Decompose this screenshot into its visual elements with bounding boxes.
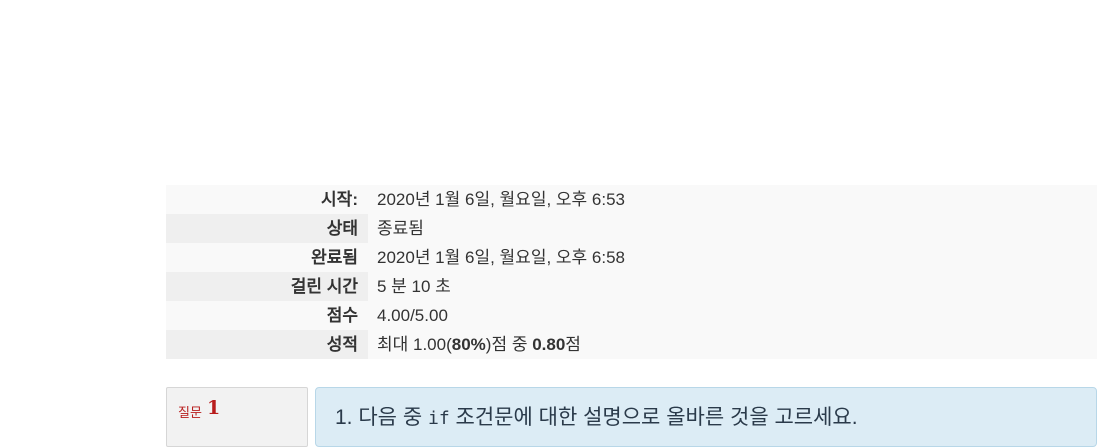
summary-value-completed: 2020년 1월 6일, 월요일, 오후 6:58: [368, 243, 1097, 272]
question-text-prefix: 1. 다음 중: [335, 406, 428, 429]
grade-percent: 80%: [451, 335, 486, 354]
quiz-summary-table: 시작: 2020년 1월 6일, 월요일, 오후 6:53 상태 종료됨 완료됨…: [166, 185, 1097, 359]
summary-label-time-taken: 걸린 시간: [166, 272, 368, 301]
summary-row-started: 시작: 2020년 1월 6일, 월요일, 오후 6:53: [166, 185, 1097, 214]
summary-value-marks: 4.00/5.00: [368, 301, 1097, 330]
summary-row-marks: 점수 4.00/5.00: [166, 301, 1097, 330]
summary-row-state: 상태 종료됨: [166, 214, 1097, 243]
summary-label-started: 시작:: [166, 185, 368, 214]
summary-value-started: 2020년 1월 6일, 월요일, 오후 6:53: [368, 185, 1097, 214]
summary-value-state: 종료됨: [368, 214, 1097, 243]
summary-label-grade: 성적: [166, 330, 368, 359]
summary-label-marks: 점수: [166, 301, 368, 330]
question-content-box: 1. 다음 중 if 조건문에 대한 설명으로 올바른 것을 고르세요.: [315, 387, 1097, 447]
summary-value-grade: 최대 1.00(80%)점 중 0.80점: [368, 330, 1097, 359]
grade-mid: )점 중: [485, 335, 533, 354]
summary-label-state: 상태: [166, 214, 368, 243]
question-number: 1: [207, 397, 221, 419]
summary-row-completed: 완료됨 2020년 1월 6일, 월요일, 오후 6:58: [166, 243, 1097, 272]
question-text: 1. 다음 중 if 조건문에 대한 설명으로 올바른 것을 고르세요.: [335, 401, 858, 431]
question-label: 질문: [178, 405, 202, 420]
summary-row-grade: 성적 최대 1.00(80%)점 중 0.80점: [166, 330, 1097, 359]
summary-label-completed: 완료됨: [166, 243, 368, 272]
grade-score: 0.80: [532, 335, 566, 354]
summary-value-time-taken: 5 분 10 초: [368, 272, 1097, 301]
question-info-box: 질문 1: [166, 387, 308, 447]
grade-suffix: 점: [565, 335, 581, 354]
question-text-suffix: 조건문에 대한 설명으로 올바른 것을 고르세요.: [449, 406, 858, 429]
question-text-code: if: [427, 408, 450, 429]
grade-prefix: 최대 1.00(: [377, 335, 452, 354]
summary-row-time-taken: 걸린 시간 5 분 10 초: [166, 272, 1097, 301]
